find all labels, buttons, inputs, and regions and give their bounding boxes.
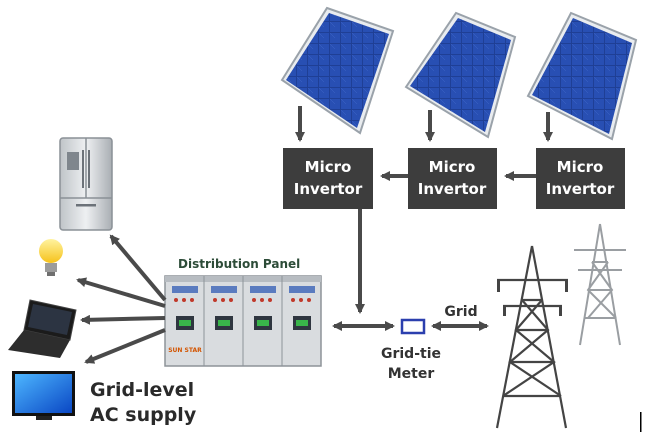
micro-inverter-2-line1: Micro	[429, 158, 476, 176]
ac-supply-label-line1: Grid-level	[90, 379, 194, 401]
tower-insulators	[497, 280, 568, 316]
grid-tie-label-line2: Meter	[388, 366, 435, 382]
grid-tie-meter-icon	[400, 318, 426, 335]
light-bulb-icon	[39, 239, 63, 276]
inverter-chain-arrows	[355, 171, 536, 314]
micro-inverter-2: Micro Invertor	[408, 148, 497, 209]
cursor-mark	[640, 412, 642, 432]
grid-label: Grid	[444, 304, 477, 320]
panel-brand-label: SUN STAR	[168, 347, 202, 354]
ac-supply-label-line2: AC supply	[90, 404, 197, 426]
transmission-tower-back	[574, 223, 626, 346]
grid-tie-label-line1: Grid-tie	[381, 346, 441, 362]
solar-panel-1	[280, 6, 395, 135]
micro-inverter-3-line2: Invertor	[546, 180, 615, 198]
television-icon	[12, 371, 75, 420]
distribution-panel: SUN STAR	[164, 275, 322, 367]
transmission-tower-front	[495, 245, 568, 429]
distribution-panel-label: Distribution Panel	[178, 257, 300, 271]
solar-panel-2	[404, 11, 517, 139]
refrigerator-icon	[59, 137, 113, 231]
micro-inverter-1: Micro Invertor	[283, 148, 373, 209]
micro-inverter-3: Micro Invertor	[536, 148, 625, 209]
micro-inverter-1-line1: Micro	[305, 158, 352, 176]
micro-inverter-3-line1: Micro	[557, 158, 604, 176]
laptop-icon	[8, 299, 77, 358]
load-arrows	[76, 234, 167, 364]
micro-inverter-2-line2: Invertor	[418, 180, 487, 198]
micro-inverter-1-line2: Invertor	[294, 180, 363, 198]
panel-arrows	[295, 106, 553, 142]
solar-panel-3	[526, 11, 638, 141]
